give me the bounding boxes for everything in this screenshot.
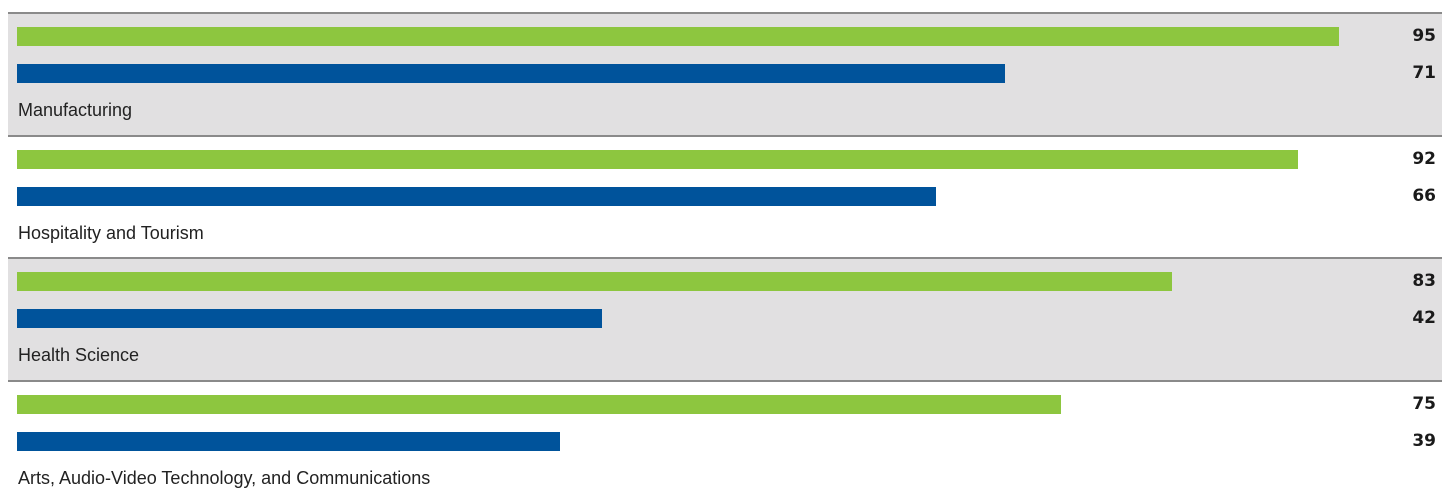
bar: [17, 272, 1172, 291]
bar: [17, 64, 1005, 83]
bar: [17, 309, 602, 328]
category-label: Health Science: [18, 345, 140, 365]
bar: [17, 150, 1298, 169]
category-label: Arts, Audio-Video Technology, and Commun…: [18, 468, 431, 488]
data-label: 92: [1412, 149, 1436, 169]
bar: [17, 27, 1339, 46]
data-label: 95: [1412, 26, 1436, 46]
data-label: 42: [1412, 308, 1436, 328]
data-label: 39: [1412, 431, 1436, 451]
bar: [17, 187, 936, 206]
bar: [17, 395, 1061, 414]
category-group: 95 71 Manufacturing: [8, 12, 1442, 136]
data-label: 71: [1412, 63, 1436, 83]
data-label: 66: [1412, 186, 1436, 206]
data-label: 75: [1412, 394, 1436, 414]
category-label: Manufacturing: [18, 100, 133, 120]
data-label: 83: [1412, 271, 1436, 291]
category-label: Hospitality and Tourism: [18, 223, 204, 243]
bar: [17, 432, 560, 451]
category-group: 75 39 Arts, Audio-Video Technology, and Co…: [8, 380, 1442, 498]
category-group: 83 42 Health Science: [8, 257, 1442, 381]
category-group: 92 66 Hospitality and Tourism: [8, 135, 1442, 259]
